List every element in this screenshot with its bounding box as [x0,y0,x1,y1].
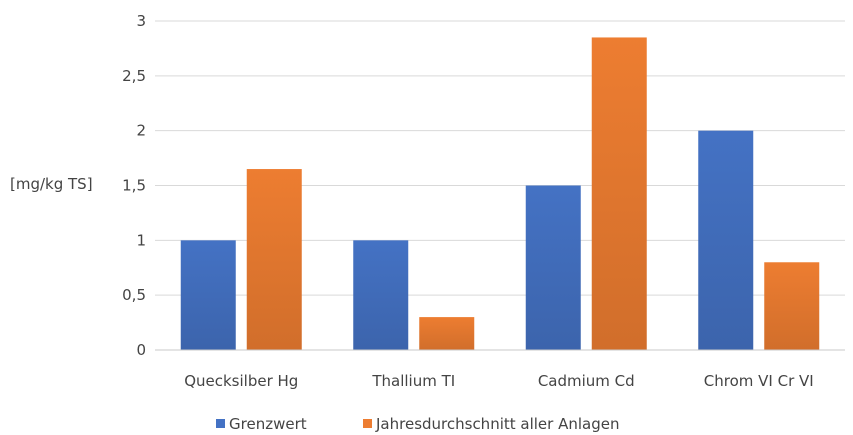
bar-grenzwert [353,240,409,350]
bar-jahresdurchschnitt [764,262,820,350]
x-category-label: Quecksilber Hg [184,372,298,390]
y-tick-label: 0,5 [122,286,146,304]
bar-grenzwert [525,185,581,350]
y-tick-label: 2 [136,122,146,140]
y-tick-label: 0 [136,341,146,359]
legend-label: Jahresdurchschnitt aller Anlagen [375,415,619,433]
x-category-label: Chrom VI Cr VI [704,372,814,390]
y-tick-label: 2,5 [122,67,146,85]
x-category-label: Cadmium Cd [538,372,635,390]
bar-jahresdurchschnitt [419,317,475,350]
legend-label: Grenzwert [229,415,307,433]
legend: Grenzwert Jahresdurchschnitt aller Anlage… [216,415,619,433]
y-tick-label: 1,5 [122,177,146,195]
bar-grenzwert [698,130,754,350]
x-category-label: Thallium TI [371,372,455,390]
y-axis-ticks: 0 0,5 1 1,5 2 2,5 3 [122,12,146,359]
bars [180,37,820,350]
legend-swatch [216,419,225,428]
bar-jahresdurchschnitt [591,37,647,350]
bar-grenzwert [180,240,236,350]
legend-swatch [363,419,372,428]
x-axis-categories: Quecksilber Hg Thallium TI Cadmium Cd Chrom… [184,372,814,390]
y-axis-label: [mg/kg TS] [10,175,93,193]
y-tick-label: 3 [136,12,146,30]
bar-jahresdurchschnitt [246,169,302,350]
y-tick-label: 1 [136,231,146,249]
